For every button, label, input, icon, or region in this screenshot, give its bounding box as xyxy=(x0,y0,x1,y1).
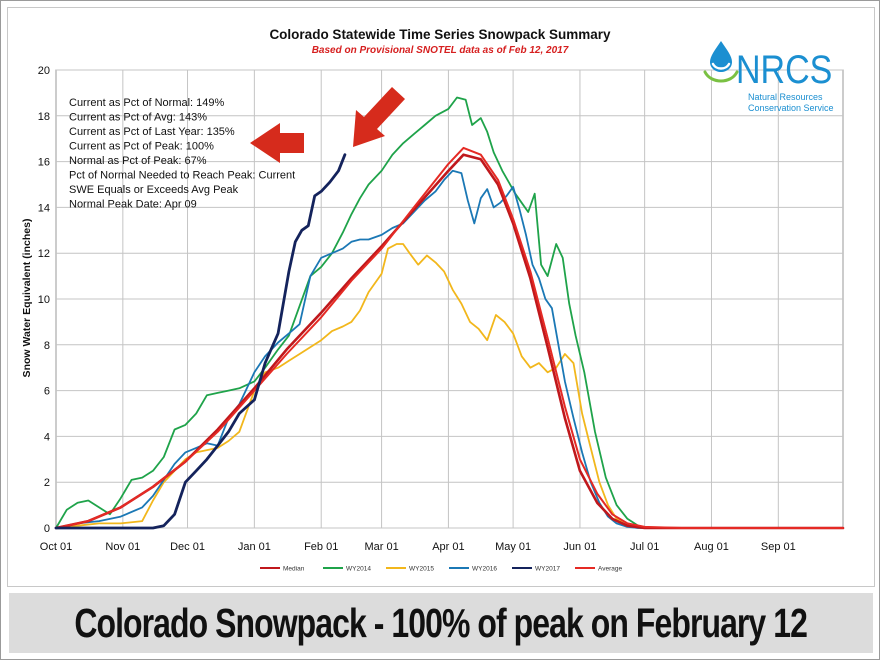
x-tick-label: Jun 01 xyxy=(563,541,596,553)
annotation-line: Current as Pct of Peak: 100% xyxy=(69,141,214,153)
series-line-wy2016 xyxy=(55,169,844,529)
x-tick-label: Feb 01 xyxy=(304,541,338,553)
annotation-line: Pct of Normal Needed to Reach Peak: Curr… xyxy=(69,170,295,182)
x-tick-label: Apr 01 xyxy=(432,541,464,553)
caption-banner: Colorado Snowpack - 100% of peak on Febr… xyxy=(9,593,873,653)
red-arrows xyxy=(250,87,405,163)
annotation-line: Current as Pct of Last Year: 135% xyxy=(69,126,235,138)
chart-panel: Colorado Statewide Time Series Snowpack … xyxy=(7,7,875,587)
annotation-line: Normal Peak Date: Apr 09 xyxy=(69,199,197,211)
axes-layer: 0 2 4 6 8 10 12 14 16 18 20 Oct 01 Nov 01 Dec 01 Jan 0… xyxy=(38,65,796,553)
annotation-line: Current as Pct of Avg: 143% xyxy=(69,112,207,124)
grid-layer xyxy=(55,69,844,529)
y-tick-label: 2 xyxy=(44,477,50,489)
y-tick-label: 20 xyxy=(38,65,50,77)
series-line-wy2014 xyxy=(55,96,844,529)
x-tick-label: Nov 01 xyxy=(105,541,140,553)
caption-text: Colorado Snowpack - 100% of peak on Febr… xyxy=(74,599,809,646)
snowpack-chart: Colorado Statewide Time Series Snowpack … xyxy=(21,27,845,573)
annotation-line: Normal as Pct of Peak: 67% xyxy=(69,155,207,167)
x-tick-label: Dec 01 xyxy=(170,541,205,553)
annotation-line: Current as Pct of Normal: 149% xyxy=(69,97,225,109)
x-tick-label: Mar 01 xyxy=(364,541,398,553)
logo-subtitle-2: Conservation Service xyxy=(748,103,834,113)
y-tick-label: 8 xyxy=(44,340,50,352)
y-tick-label: 0 xyxy=(44,523,50,535)
series-line-average xyxy=(55,146,844,529)
y-tick-label: 18 xyxy=(38,111,50,123)
legend-label: Average xyxy=(598,566,622,573)
x-tick-label: Sep 01 xyxy=(761,541,796,553)
x-tick-label: Jul 01 xyxy=(630,541,659,553)
diagonal-arrow-icon xyxy=(353,87,405,147)
logo-text: NRCS xyxy=(736,46,832,91)
y-tick-label: 14 xyxy=(38,202,50,214)
legend-label: WY2014 xyxy=(346,566,371,573)
legend-label: Median xyxy=(283,566,305,573)
chart-title: Colorado Statewide Time Series Snowpack … xyxy=(269,27,611,42)
chart-legend: Median WY2014 WY2015 WY2016 WY2017 Average xyxy=(260,566,622,573)
x-tick-label: Aug 01 xyxy=(694,541,729,553)
water-drop-icon xyxy=(703,41,739,83)
y-tick-label: 4 xyxy=(44,431,50,443)
stats-annotation: Current as Pct of Normal: 149% Current as… xyxy=(69,97,295,211)
y-tick-label: 6 xyxy=(44,386,50,398)
x-tick-label: May 01 xyxy=(495,541,531,553)
x-tick-label: Jan 01 xyxy=(238,541,271,553)
annotation-line: SWE Equals or Exceeds Avg Peak xyxy=(69,184,239,196)
x-tick-label: Oct 01 xyxy=(40,541,72,553)
legend-label: WY2017 xyxy=(535,566,560,573)
y-tick-label: 10 xyxy=(38,294,50,306)
y-tick-label: 16 xyxy=(38,157,50,169)
logo-subtitle-1: Natural Resources xyxy=(748,92,823,102)
y-tick-label: 12 xyxy=(38,248,50,260)
series-line-wy2017 xyxy=(54,153,347,530)
left-arrow-icon xyxy=(250,123,304,163)
series-line-wy2015 xyxy=(55,243,844,529)
legend-label: WY2016 xyxy=(472,566,497,573)
nrcs-logo: NRCS Natural Resources Conservation Serv… xyxy=(703,41,834,113)
chart-subtitle: Based on Provisional SNOTEL data as of F… xyxy=(312,45,569,56)
legend-label: WY2015 xyxy=(409,566,434,573)
series-layer xyxy=(54,96,845,530)
y-axis-label: Snow Water Equivalent (inches) xyxy=(21,219,33,378)
